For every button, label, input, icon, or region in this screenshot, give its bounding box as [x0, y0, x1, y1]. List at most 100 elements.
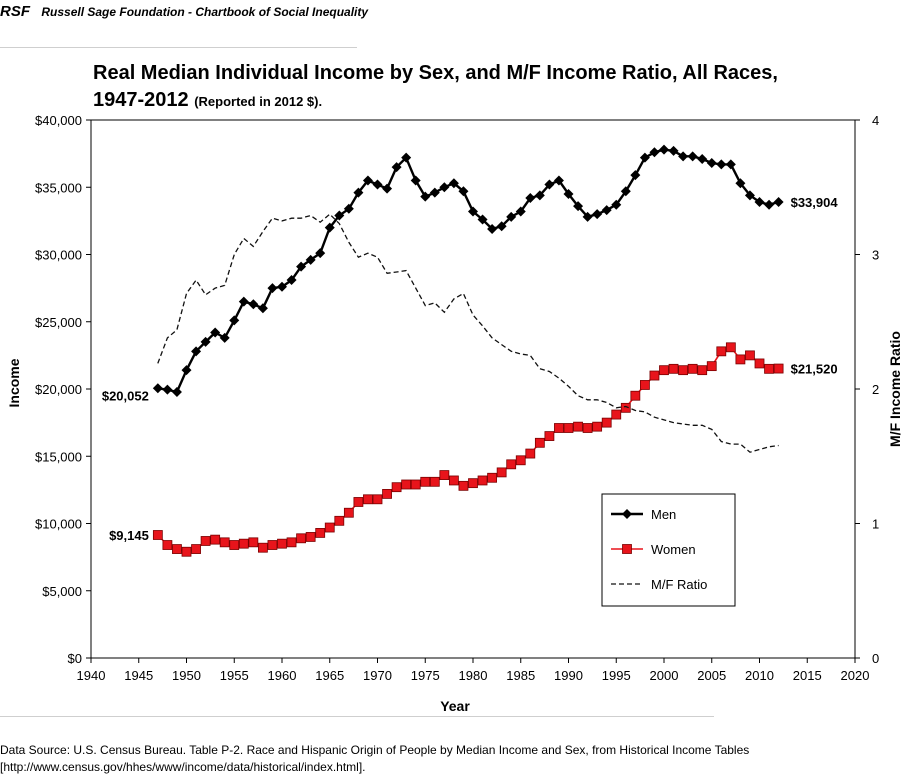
men-point: [630, 170, 641, 181]
men-point: [534, 190, 545, 201]
men-point: [668, 145, 679, 156]
y-tick-label: $35,000: [35, 180, 82, 195]
women-point: [735, 354, 746, 365]
men-point: [506, 211, 517, 222]
y-tick-label: $25,000: [35, 315, 82, 330]
men-point: [525, 193, 536, 204]
women-point: [458, 480, 469, 491]
men-point: [362, 175, 373, 186]
men-point: [343, 203, 354, 214]
women-point: [544, 431, 555, 441]
women-point: [277, 538, 287, 549]
y-tick-label: $15,000: [35, 449, 82, 464]
women-point: [620, 402, 631, 413]
y2-tick-label: 4: [872, 113, 879, 128]
women-point: [296, 533, 307, 544]
men-point: [659, 144, 669, 155]
y-axis-title: Income: [6, 358, 22, 407]
men-point: [401, 152, 412, 163]
women-point: [439, 470, 450, 480]
women-point: [238, 538, 249, 549]
series-line: [157, 148, 779, 394]
men-point: [678, 151, 689, 162]
men-point: [210, 327, 221, 338]
y-tick-label: $0: [68, 651, 82, 666]
chart-title: Real Median Individual Income by Sex, an…: [93, 62, 778, 111]
x-tick-label: 1990: [554, 668, 583, 683]
women-point: [401, 479, 412, 490]
legend-item: Men: [611, 507, 676, 522]
women-point: [601, 417, 612, 428]
women-point: [754, 358, 765, 369]
men-point: [410, 175, 421, 186]
women-point: [305, 532, 316, 542]
men-point: [544, 179, 555, 190]
men-point: [744, 190, 755, 201]
women-point: [611, 409, 622, 420]
value-label: $33,904: [791, 195, 839, 210]
y2-axis-title: M/F Income Ratio: [887, 331, 903, 447]
women-point: [420, 476, 431, 487]
men-point: [697, 154, 708, 165]
legend-item: Women: [611, 542, 696, 557]
women-point: [659, 365, 669, 376]
data-annotations: $20,052 $33,904 $9,145 $21,520: [102, 195, 839, 543]
men-point: [296, 261, 307, 272]
women-point: [372, 494, 383, 505]
women-point: [267, 540, 278, 550]
x-tick-label: 1960: [268, 668, 297, 683]
men-point: [152, 383, 163, 394]
legend-item: M/F Ratio: [611, 577, 707, 592]
source-divider: [0, 716, 714, 717]
y-tick-label: $10,000: [35, 517, 82, 532]
men-point: [601, 205, 612, 216]
men-point: [353, 187, 364, 198]
x-tick-label: 1955: [220, 668, 249, 683]
men-point: [267, 283, 278, 294]
report-header-title: Russell Sage Foundation - Chartbook of S…: [41, 5, 369, 19]
men-point: [620, 186, 631, 197]
men-point: [429, 187, 440, 198]
women-point: [219, 537, 230, 548]
men-point: [439, 182, 450, 193]
women-point: [725, 342, 736, 353]
men-point: [706, 158, 717, 169]
women-point: [410, 479, 421, 490]
men-point: [487, 223, 498, 234]
legend-marker: [622, 544, 632, 554]
value-label: $21,520: [791, 362, 838, 377]
men-point: [391, 162, 402, 173]
men-point: [420, 191, 431, 202]
chart-title-block: Real Median Individual Income by Sex, an…: [93, 60, 813, 115]
women-point: [773, 363, 784, 374]
x-tick-label: 1950: [172, 668, 201, 683]
x-tick-label: 1995: [602, 668, 631, 683]
men-point: [248, 299, 259, 310]
men-point: [573, 201, 584, 212]
men-point: [315, 248, 326, 259]
y2-tick-label: 1: [872, 517, 879, 532]
women-point: [257, 542, 268, 553]
x-tick-label: 2005: [697, 668, 726, 683]
women-point: [391, 482, 402, 493]
men-point: [687, 151, 698, 162]
x-tick-label: 1980: [459, 668, 488, 683]
women-point: [172, 544, 182, 554]
x-tick-label: 1985: [506, 668, 535, 683]
report-header: RSF Russell Sage Foundation - Chartbook …: [0, 3, 368, 20]
data-marks: [152, 144, 784, 557]
men-point: [191, 346, 202, 357]
women-point: [248, 537, 259, 548]
y2-tick-label: 3: [872, 248, 879, 263]
women-point: [191, 544, 201, 554]
chart-subtitle: (Reported in 2012 $).: [194, 94, 323, 109]
legend: Men Women M/F Ratio: [601, 493, 736, 607]
men-point: [286, 275, 297, 286]
women-point: [429, 476, 440, 487]
men-point: [563, 188, 574, 199]
women-point: [468, 478, 478, 489]
x-tick-label: 2000: [650, 668, 679, 683]
men-point: [238, 296, 249, 307]
men-point: [200, 336, 211, 347]
